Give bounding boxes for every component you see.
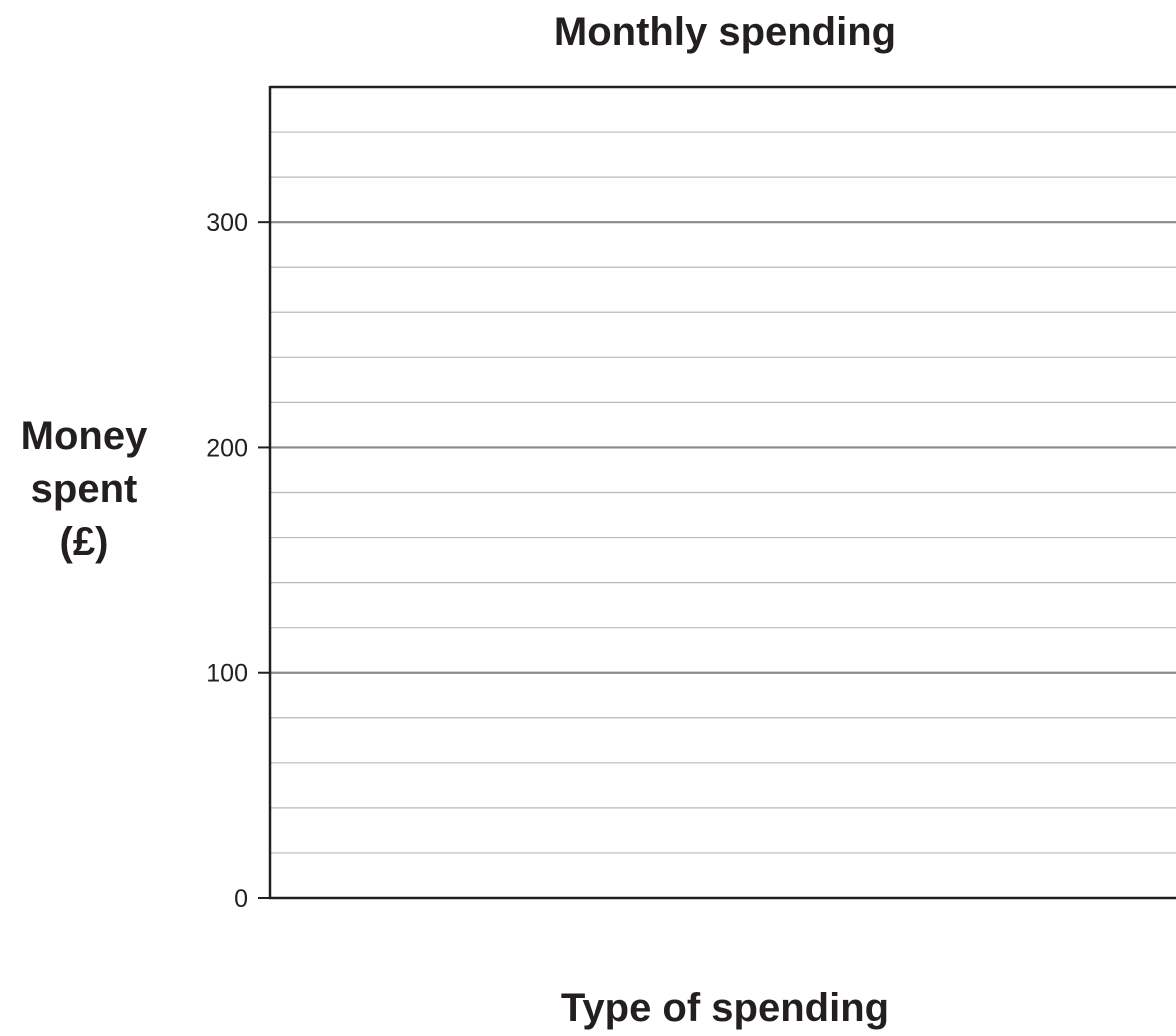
- y-tick-label: 300: [206, 209, 248, 237]
- y-tick-label: 100: [206, 660, 248, 688]
- y-tick-label: 200: [206, 434, 248, 462]
- chart-title: Monthly spending: [553, 10, 897, 54]
- x-axis-label: Type of spending: [560, 986, 890, 1030]
- y-tick-label: 0: [234, 885, 248, 913]
- y-axis-label: Money spent (£): [20, 414, 148, 564]
